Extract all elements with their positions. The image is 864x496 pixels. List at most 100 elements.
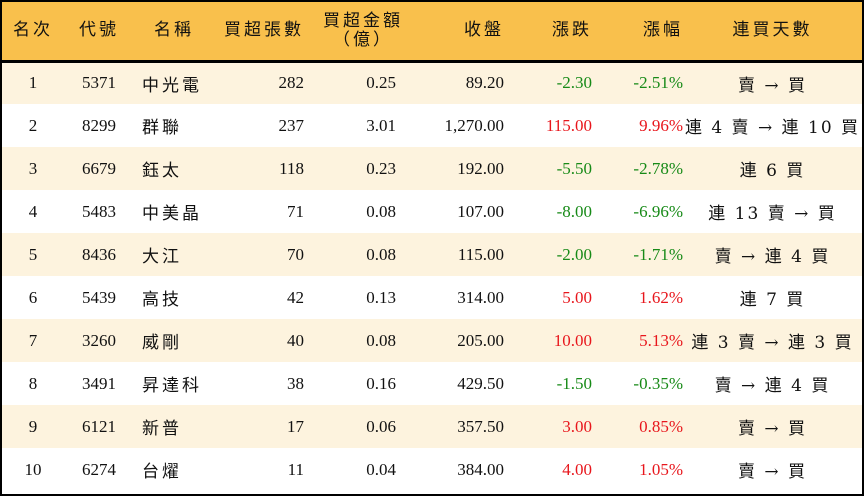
cell-rank: 9 xyxy=(28,416,38,436)
cell-net-buy-amount: 0.25 xyxy=(366,73,396,93)
cell-change: 10.00 xyxy=(553,330,592,350)
cell-name: 中美晶 xyxy=(142,204,202,224)
header-rank: 名次 xyxy=(2,2,64,63)
header-code: 代號 xyxy=(64,2,134,63)
cell-net-buy-amount: 0.08 xyxy=(366,201,396,221)
cell-net-buy-lots: 11 xyxy=(287,459,304,479)
cell-net-buy-lots: 40 xyxy=(287,330,304,350)
table-row: 1 5371 中光電 282 0.25 89.20 -2.30 -2.51% 賣… xyxy=(2,61,862,104)
cell-change-pct: -1.71% xyxy=(633,244,683,264)
header-row: 名次 代號 名稱 買超張數 買超金額 （億） 收盤 漲跌 漲幅 連買天數 xyxy=(2,2,862,63)
table-row: 8 3491 昇達科 38 0.16 429.50 -1.50 -0.35% 賣… xyxy=(2,362,862,405)
cell-rank: 3 xyxy=(28,158,38,178)
cell-rank: 4 xyxy=(28,201,38,221)
header-change-pct: 漲幅 xyxy=(592,2,683,63)
cell-rank: 6 xyxy=(28,287,38,307)
cell-code: 6679 xyxy=(82,158,116,178)
header-net-buy-amount-line2: （億） xyxy=(333,29,393,50)
header-change: 漲跌 xyxy=(504,2,592,63)
cell-net-buy-lots: 38 xyxy=(287,373,304,393)
cell-change: 5.00 xyxy=(562,287,592,307)
cell-rank: 1 xyxy=(28,73,38,93)
table-row: 4 5483 中美晶 71 0.08 107.00 -8.00 -6.96% 連… xyxy=(2,190,862,233)
cell-net-buy-lots: 237 xyxy=(278,115,305,135)
cell-name: 中光電 xyxy=(142,75,202,96)
cell-rank: 2 xyxy=(28,115,38,135)
table-row: 2 8299 群聯 237 3.01 1,270.00 115.00 9.96%… xyxy=(2,104,862,147)
cell-change-pct: -2.51% xyxy=(633,73,683,93)
cell-code: 3260 xyxy=(82,330,116,350)
cell-close: 107.00 xyxy=(457,201,504,221)
cell-net-buy-lots: 118 xyxy=(279,158,304,178)
cell-net-buy-lots: 42 xyxy=(287,287,304,307)
cell-change: -2.30 xyxy=(556,73,592,93)
cell-change: -1.50 xyxy=(556,373,592,393)
cell-net-buy-lots: 17 xyxy=(287,416,304,436)
cell-net-buy-amount: 0.23 xyxy=(366,158,396,178)
cell-net-buy-amount: 0.04 xyxy=(366,459,396,479)
cell-streak: 連 3 賣 → 連 3 買 xyxy=(691,333,854,353)
cell-net-buy-amount: 3.01 xyxy=(366,115,396,135)
cell-net-buy-amount: 0.16 xyxy=(366,373,396,393)
cell-code: 6121 xyxy=(82,416,116,436)
cell-name: 新普 xyxy=(142,419,182,439)
cell-change-pct: -2.78% xyxy=(633,158,683,178)
cell-close: 357.50 xyxy=(457,416,504,436)
cell-streak: 賣 → 買 xyxy=(737,462,808,482)
cell-change: -2.00 xyxy=(556,244,592,264)
cell-streak: 賣 → 買 xyxy=(737,75,808,96)
table-row: 10 6274 台燿 11 0.04 384.00 4.00 1.05% 賣 →… xyxy=(2,448,862,491)
cell-net-buy-amount: 0.08 xyxy=(366,330,396,350)
cell-code: 3491 xyxy=(82,373,116,393)
cell-streak: 賣 → 買 xyxy=(737,419,808,439)
cell-rank: 8 xyxy=(28,373,38,393)
cell-net-buy-lots: 282 xyxy=(278,73,305,93)
cell-net-buy-amount: 0.06 xyxy=(366,416,396,436)
cell-close: 1,270.00 xyxy=(444,115,505,135)
cell-name: 大江 xyxy=(142,247,182,267)
cell-rank: 7 xyxy=(28,330,38,350)
cell-change-pct: 0.85% xyxy=(639,416,683,436)
cell-net-buy-lots: 71 xyxy=(287,201,304,221)
header-name: 名稱 xyxy=(134,2,214,63)
cell-rank: 5 xyxy=(28,244,38,264)
header-net-buy-lots-label: 買超張數 xyxy=(224,20,304,41)
cell-close: 314.00 xyxy=(457,287,504,307)
cell-change-pct: 9.96% xyxy=(639,115,683,135)
cell-net-buy-lots: 70 xyxy=(287,244,304,264)
cell-code: 5371 xyxy=(82,73,116,93)
table-row: 6 5439 高技 42 0.13 314.00 5.00 1.62% 連 7 … xyxy=(2,276,862,319)
header-net-buy-amount: 買超金額 （億） xyxy=(304,2,404,63)
cell-change: 4.00 xyxy=(562,459,592,479)
cell-close: 429.50 xyxy=(457,373,504,393)
cell-rank: 10 xyxy=(24,459,42,479)
cell-streak: 連 6 買 xyxy=(739,161,806,181)
cell-close: 205.00 xyxy=(457,330,504,350)
table-row: 7 3260 威剛 40 0.08 205.00 10.00 5.13% 連 3… xyxy=(2,319,862,362)
cell-name: 群聯 xyxy=(142,118,182,138)
cell-name: 台燿 xyxy=(142,462,182,482)
cell-change-pct: -0.35% xyxy=(633,373,683,393)
cell-close: 89.20 xyxy=(465,73,504,93)
cell-change-pct: -6.96% xyxy=(633,201,683,221)
cell-close: 192.00 xyxy=(457,158,504,178)
cell-change: 3.00 xyxy=(562,416,592,436)
cell-name: 高技 xyxy=(142,290,182,310)
cell-net-buy-amount: 0.08 xyxy=(366,244,396,264)
cell-change-pct: 1.62% xyxy=(639,287,683,307)
cell-change: 115.00 xyxy=(545,115,592,135)
cell-streak: 賣 → 連 4 買 xyxy=(714,247,831,267)
cell-name: 昇達科 xyxy=(142,376,202,396)
table-header: 名次 代號 名稱 買超張數 買超金額 （億） 收盤 漲跌 漲幅 連買天數 xyxy=(2,2,862,63)
table-row: 5 8436 大江 70 0.08 115.00 -2.00 -1.71% 賣 … xyxy=(2,233,862,276)
cell-close: 384.00 xyxy=(457,459,504,479)
header-net-buy-amount-line1: 買超金額 xyxy=(323,10,403,31)
header-streak: 連買天數 xyxy=(683,2,862,63)
header-close: 收盤 xyxy=(404,2,504,63)
cell-code: 6274 xyxy=(82,459,116,479)
table-row: 3 6679 鈺太 118 0.23 192.00 -5.50 -2.78% 連… xyxy=(2,147,862,190)
cell-change-pct: 5.13% xyxy=(639,330,683,350)
cell-change: -5.50 xyxy=(556,158,592,178)
cell-code: 5483 xyxy=(82,201,116,221)
